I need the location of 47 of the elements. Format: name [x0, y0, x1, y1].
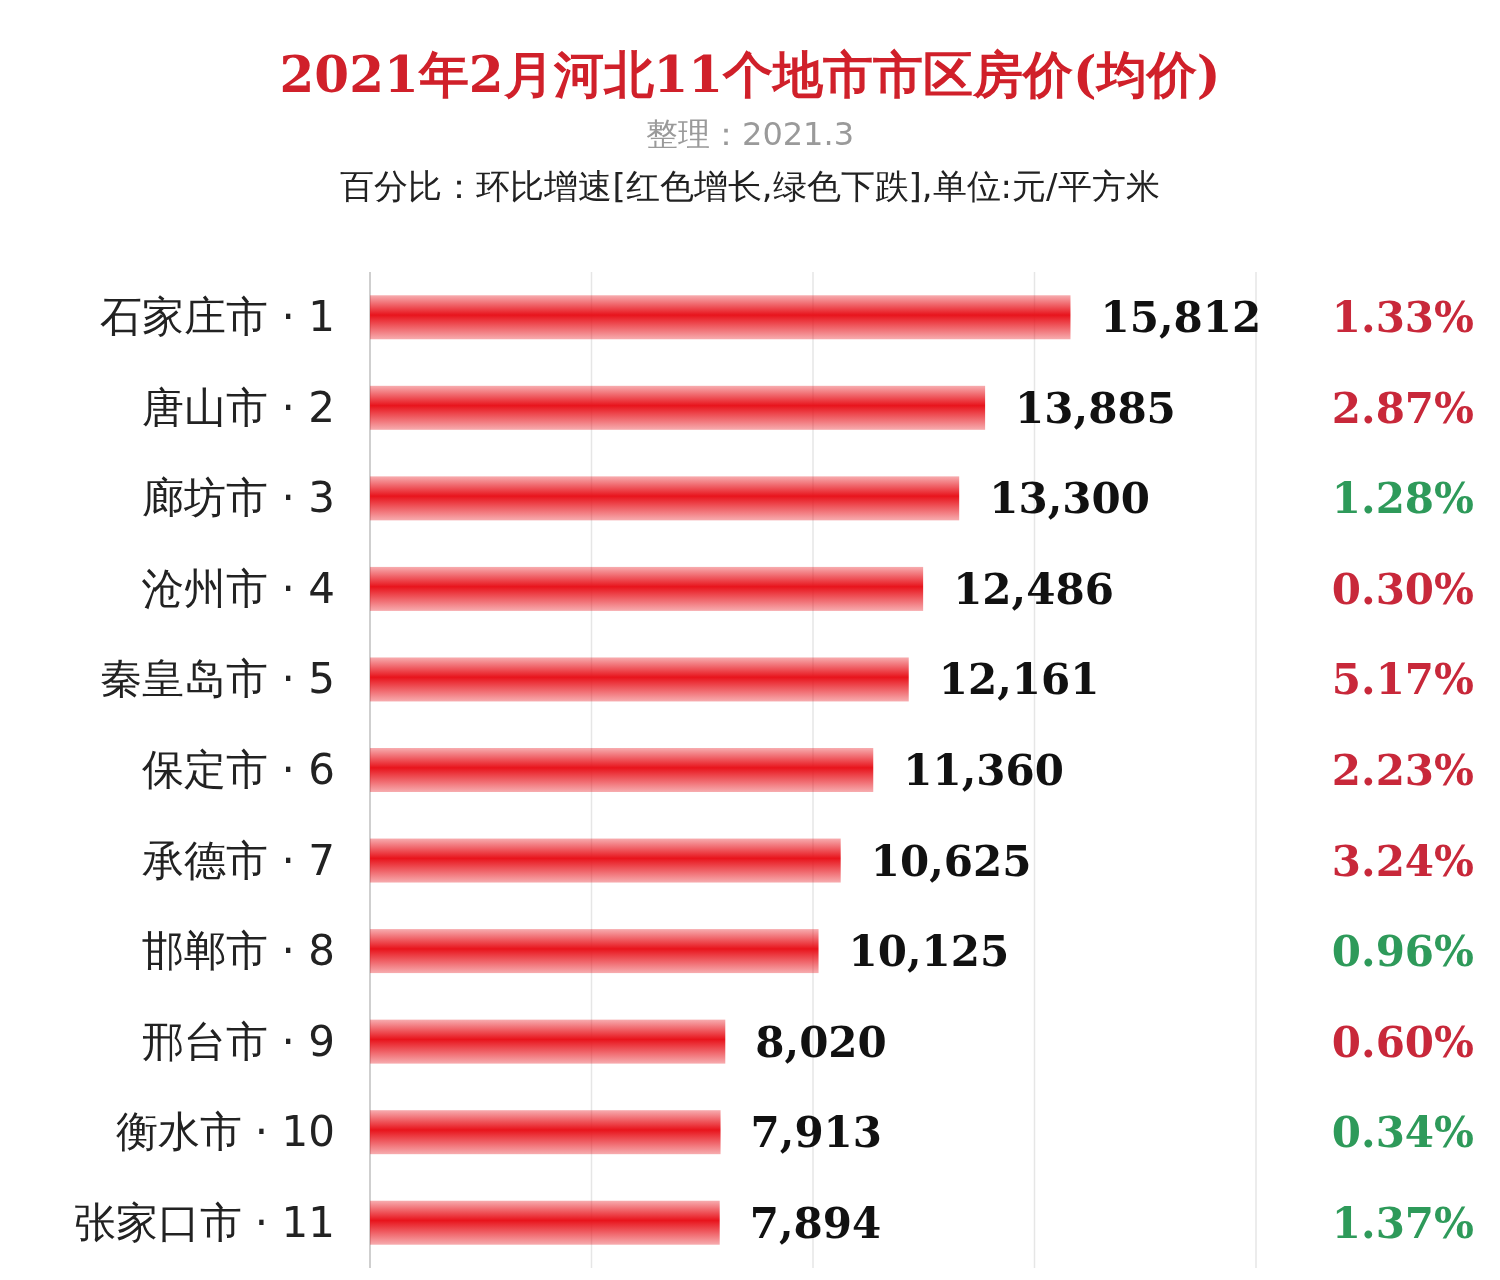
data-label: 13,885 [1015, 383, 1176, 433]
bar [370, 838, 841, 883]
text: 百分比：环比增速[红色增长,绿色下跌],单位:元/平方米 [340, 166, 1160, 206]
data-label: 12,486 [953, 564, 1114, 614]
data-label: 0.30% [1331, 564, 1474, 614]
data-label: 2.23% [1331, 746, 1474, 795]
data-label: 11,360 [903, 746, 1064, 795]
y-tick-label: 秦皇岛市 · 5 [100, 654, 335, 704]
y-tick-label: 邯郸市 · 8 [142, 926, 335, 976]
data-label: 2.87% [1331, 383, 1474, 433]
bar [370, 1019, 726, 1064]
data-label: 0.60% [1331, 1017, 1474, 1067]
bar [370, 1110, 721, 1155]
y-tick-label: 廊坊市 · 3 [142, 473, 335, 523]
bar [370, 566, 924, 611]
data-label: 1.33% [1331, 293, 1474, 343]
data-label: 0.34% [1331, 1108, 1474, 1158]
bar [370, 1200, 720, 1245]
y-tick-label: 衡水市 · 10 [115, 1107, 335, 1157]
data-label: 13,300 [989, 474, 1150, 524]
data-label: 8,020 [755, 1017, 887, 1067]
y-tick-label: 张家口市 · 11 [73, 1197, 335, 1247]
data-label: 7,913 [750, 1108, 883, 1158]
data-label: 1.28% [1331, 474, 1474, 524]
data-label: 0.96% [1331, 927, 1474, 977]
data-label: 15,812 [1100, 293, 1262, 343]
data-label: 5.17% [1331, 655, 1474, 705]
y-tick-label: 邢台市 · 9 [142, 1016, 335, 1066]
y-tick-label: 保定市 · 6 [142, 745, 335, 794]
bar [370, 929, 819, 974]
data-label: 12,161 [938, 655, 1100, 705]
bar [370, 657, 909, 702]
data-label: 7,894 [749, 1198, 882, 1248]
y-tick-label: 承德市 · 7 [142, 835, 335, 885]
bar [370, 748, 874, 792]
bar [370, 385, 986, 430]
data-label: 10,625 [870, 836, 1032, 886]
bar [370, 476, 960, 521]
data-label: 10,125 [848, 927, 1010, 977]
chart-title: 2021年2月河北11个地市市区房价(均价) [279, 45, 1221, 104]
y-tick-label: 唐山市 · 2 [142, 382, 335, 432]
bar [370, 295, 1071, 340]
y-tick-label: 沧州市 · 4 [142, 563, 335, 613]
chart-subtitle: 整理：2021.3 [646, 115, 854, 153]
data-label: 3.24% [1331, 836, 1474, 886]
y-tick-label: 石家庄市 · 1 [100, 292, 335, 342]
data-label: 1.37% [1331, 1198, 1474, 1248]
